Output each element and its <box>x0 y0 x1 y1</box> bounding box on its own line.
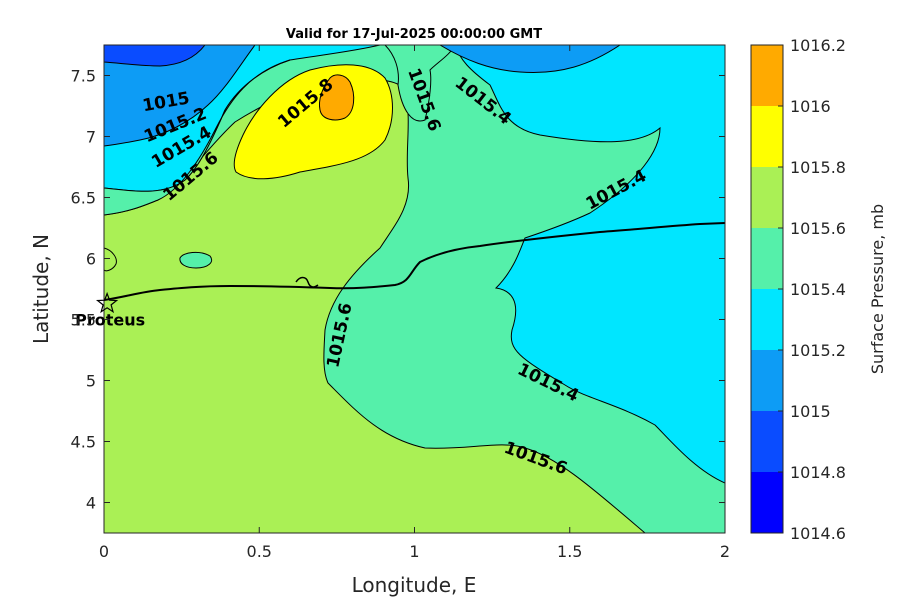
colorbar-swatch <box>751 472 783 533</box>
colorbar-swatch <box>751 289 783 350</box>
colorbar-tick-label: 1016.2 <box>790 36 846 55</box>
colorbar: 1014.6 1014.8 1015 1015.2 1015.4 1015.6 1015.8… <box>750 36 846 543</box>
y-axis-label: Latitude, N <box>29 234 53 344</box>
site-name: Proteus <box>75 311 145 330</box>
colorbar-tick-label: 1015.8 <box>790 158 846 177</box>
colorbar-swatch <box>751 350 783 411</box>
colorbar-swatch <box>751 167 783 228</box>
y-tick-label: 5 <box>86 372 96 391</box>
colorbar-swatch <box>751 45 783 106</box>
colorbar-tick-label: 1016 <box>790 97 831 116</box>
x-axis: 0 0.5 1 1.5 2 <box>99 45 730 561</box>
colorbar-label: Surface Pressure, mb <box>868 204 887 374</box>
region-1015-0-1015-2 <box>104 45 256 147</box>
colorbar-tick-label: 1015.2 <box>790 341 846 360</box>
x-tick-label: 2 <box>720 542 730 561</box>
colorbar-swatch <box>751 411 783 472</box>
star-icon <box>95 291 119 314</box>
x-axis-label: Longitude, E <box>352 573 477 597</box>
y-tick-label: 6.5 <box>71 189 96 208</box>
region-1015-6-1015-8-west <box>104 78 646 533</box>
x-tick-label: 1 <box>409 542 419 561</box>
y-axis: 4 4.5 5 5.5 6 6.5 7 7.5 <box>71 67 725 513</box>
y-tick-label: 4.5 <box>71 433 96 452</box>
colorbar-swatch <box>751 106 783 167</box>
y-tick-label: 6 <box>86 250 96 269</box>
coastline-detail <box>295 276 319 288</box>
chart-title: Valid for 17-Jul-2025 00:00:00 GMT <box>286 27 542 42</box>
coastline <box>104 222 725 301</box>
x-tick-label: 0 <box>99 542 109 561</box>
region-1015-0-1015-2-north <box>439 45 621 73</box>
y-tick-label: 4 <box>86 494 96 513</box>
y-tick-label: 7.5 <box>71 67 96 86</box>
colorbar-tick-label: 1014.6 <box>790 524 846 543</box>
colorbar-tick-label: 1015.4 <box>790 280 846 299</box>
region-1014-8-1015-0 <box>104 45 206 67</box>
region-1015-4-1015-6-island <box>179 251 213 269</box>
colorbar-tick-label: 1014.8 <box>790 463 846 482</box>
y-tick-label: 7 <box>86 128 96 147</box>
region-1015-4-north-tongue <box>384 45 456 122</box>
region-1015-6-1015-8-west-spot <box>104 247 117 272</box>
region-1016-0-1016-2 <box>319 74 355 121</box>
colorbar-tick-label: 1015 <box>790 402 831 421</box>
colorbar-swatch <box>751 228 783 289</box>
x-tick-label: 1.5 <box>557 542 582 561</box>
contour-fill <box>104 45 725 533</box>
site-marker: Proteus <box>75 291 145 330</box>
region-1015-4-1015-6-northwest <box>104 59 291 216</box>
y-tick-label: 5.5 <box>71 311 96 330</box>
x-tick-label: 0.5 <box>247 542 272 561</box>
region-1015-2-1015-4-east <box>454 45 725 484</box>
colorbar-tick-label: 1015.6 <box>790 219 846 238</box>
